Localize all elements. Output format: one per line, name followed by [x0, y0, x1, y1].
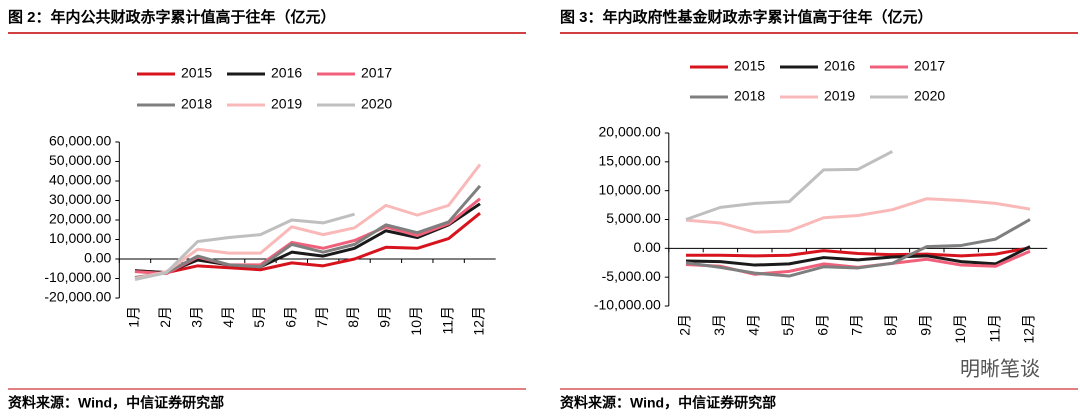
- legend-label: 2017: [914, 58, 945, 74]
- chart-title: 图 2：年内公共财政赤字累计值高于往年（亿元）: [8, 8, 336, 26]
- series-line: [134, 184, 482, 280]
- source: 资料来源：Wind，中信证券研究部: [560, 395, 776, 411]
- source: 资料来源：Wind，中信证券研究部: [8, 395, 224, 411]
- series-line: [685, 245, 1031, 267]
- x-tick-label: 10月: [408, 306, 424, 336]
- x-tick-label: 9月: [377, 306, 393, 328]
- y-tick-label: 40,000.00: [49, 172, 111, 188]
- y-tick-label: -10,000.00: [44, 269, 111, 285]
- series-line: [134, 212, 481, 275]
- y-tick-label: 0.00: [634, 239, 661, 255]
- legend-label: 2018: [181, 96, 212, 112]
- x-tick-label: 5月: [780, 314, 796, 336]
- y-tick-label: 60,000.00: [49, 133, 111, 149]
- x-tick-label: 7月: [314, 306, 330, 328]
- watermark: 明晰笔谈: [960, 357, 1040, 380]
- y-tick-label: 20,000.00: [599, 124, 661, 140]
- x-tick-label: 12月: [471, 306, 487, 336]
- legend-label: 2019: [824, 88, 855, 104]
- x-tick-label: 9月: [918, 314, 934, 336]
- series-line: [685, 150, 894, 221]
- x-tick-label: 8月: [883, 314, 899, 336]
- x-tick-label: 6月: [814, 314, 830, 336]
- y-tick-label: 30,000.00: [49, 191, 111, 207]
- y-tick-label: 15,000.00: [599, 153, 661, 169]
- y-tick-label: -10,000.00: [594, 297, 661, 313]
- series-line: [686, 246, 1031, 258]
- legend-label: 2016: [271, 65, 302, 81]
- y-tick-label: 10,000.00: [49, 230, 111, 246]
- series-line: [134, 163, 482, 280]
- series-line: [134, 202, 481, 275]
- y-tick-label: 10,000.00: [599, 181, 661, 197]
- y-tick-label: 20,000.00: [49, 211, 111, 227]
- y-tick-label: 5,000.00: [606, 210, 661, 226]
- x-tick-label: 11月: [986, 314, 1002, 343]
- x-tick-label: 3月: [711, 314, 727, 336]
- x-tick-label: 8月: [345, 306, 361, 328]
- x-tick-label: 11月: [439, 306, 455, 335]
- y-tick-label: -20,000.00: [44, 289, 111, 305]
- x-tick-label: 6月: [283, 306, 299, 328]
- x-tick-label: 2月: [677, 314, 693, 336]
- y-tick-label: -5,000.00: [602, 268, 661, 284]
- series-line: [134, 212, 355, 281]
- series-line: [685, 218, 1031, 278]
- x-tick-label: 7月: [849, 314, 865, 336]
- legend-label: 2015: [734, 58, 765, 74]
- x-tick-label: 4月: [220, 306, 236, 328]
- x-tick-label: 2月: [157, 306, 173, 328]
- y-tick-label: 0.00: [84, 250, 111, 266]
- x-tick-label: 12月: [1021, 314, 1037, 344]
- y-tick-label: 50,000.00: [49, 152, 111, 168]
- series-line: [685, 197, 1031, 234]
- x-tick-label: 3月: [188, 306, 204, 328]
- legend-label: 2020: [361, 96, 392, 112]
- legend-label: 2018: [734, 88, 765, 104]
- legend-label: 2017: [361, 65, 392, 81]
- legend-label: 2016: [824, 58, 855, 74]
- legend-label: 2020: [914, 88, 945, 104]
- legend-label: 2015: [181, 65, 212, 81]
- legend-label: 2019: [271, 96, 302, 112]
- x-tick-label: 10月: [952, 314, 968, 344]
- x-tick-label: 1月: [126, 306, 142, 328]
- x-tick-label: 4月: [746, 314, 762, 336]
- x-tick-label: 5月: [251, 306, 267, 328]
- chart-title: 图 3：年内政府性基金财政赤字累计值高于往年（亿元）: [560, 8, 933, 26]
